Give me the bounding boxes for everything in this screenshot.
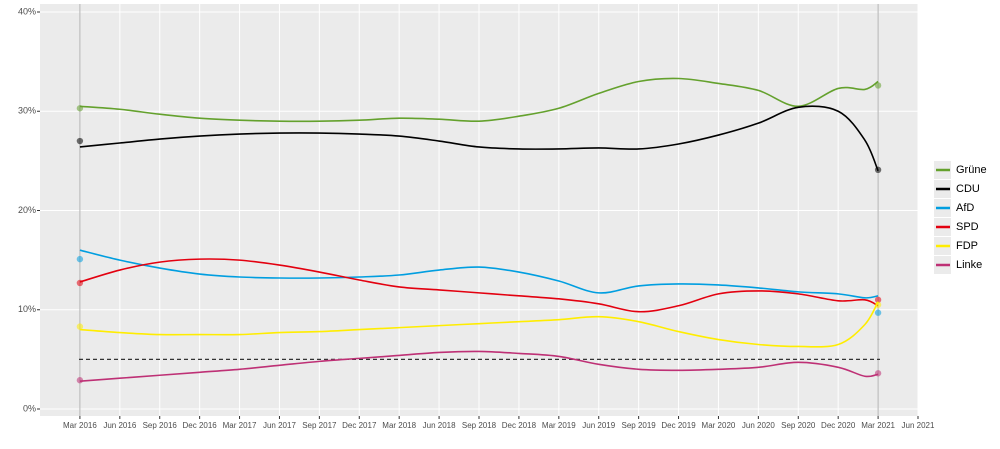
x-tick-label: Sep 2018 [462,421,497,430]
x-tick-label: Sep 2020 [781,421,816,430]
trend-line [79,301,879,348]
x-tick-label: Mar 2020 [702,421,736,430]
x-tick-label: Mar 2019 [542,421,576,430]
x-tick-label: Dec 2017 [342,421,377,430]
y-tick-label: 40% [18,6,36,16]
x-tick-label: Mar 2018 [382,421,416,430]
result-point [76,377,84,384]
result-point [874,309,882,316]
result-point [874,166,882,174]
x-tick-label: Mar 2017 [223,421,257,430]
legend-label: Grüne [956,164,987,176]
x-tick-label: Jun 2018 [423,421,456,430]
y-tick-label: 30% [18,106,36,116]
x-tick-label: Jun 2016 [103,421,136,430]
trend-line [79,350,879,383]
x-tick-label: Dec 2018 [502,421,537,430]
x-tick-label: Mar 2021 [861,421,895,430]
x-tick-label: Sep 2016 [143,421,178,430]
x-tick-label: Jun 2021 [902,421,935,430]
x-tick-label: Jun 2017 [263,421,296,430]
x-tick-label: Dec 2020 [821,421,856,430]
x-tick-label: Sep 2017 [302,421,337,430]
trend-line [79,249,879,299]
result-point [76,279,84,287]
result-point [874,370,882,377]
trend-line [79,105,879,172]
x-tick-label: Dec 2016 [183,421,218,430]
y-tick-label: 0% [23,403,36,413]
legend-label: FDP [956,240,978,252]
x-tick-label: Mar 2016 [63,421,97,430]
legend-label: SPD [956,221,979,233]
y-tick-label: 20% [18,205,36,215]
result-point [76,137,84,145]
legend-label: AfD [956,202,974,214]
x-tick-label: Dec 2019 [661,421,696,430]
legend-label: Linke [956,259,982,271]
result-point [874,301,882,308]
legend-label: CDU [956,183,980,195]
trend-line [79,258,879,313]
result-point [76,323,84,330]
result-point [76,255,84,263]
trend-line [79,77,879,123]
x-tick-label: Sep 2019 [622,421,657,430]
y-tick-label: 10% [18,304,36,314]
result-point [76,105,84,112]
result-point [874,296,882,304]
result-point [874,82,882,89]
x-tick-label: Jun 2020 [742,421,775,430]
x-tick-label: Jun 2019 [582,421,615,430]
